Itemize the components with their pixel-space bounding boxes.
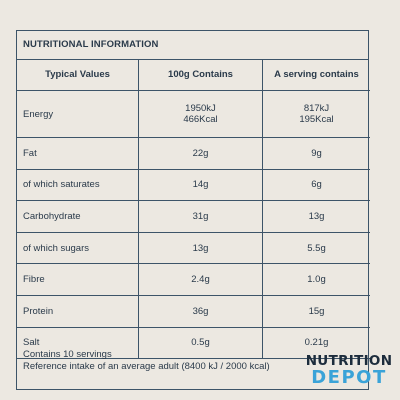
servings-note: Contains 10 servings	[23, 349, 112, 360]
energy-per100g: 1950kJ 466Kcal	[138, 90, 263, 138]
nutrition-table: Typical Values 100g Contains A serving c…	[17, 59, 370, 360]
table-row: Carbohydrate 31g 13g	[17, 200, 370, 233]
table-row-energy: Energy 1950kJ 466Kcal 817kJ 195Kcal	[17, 90, 370, 138]
row-serving: 5.5g	[262, 232, 370, 265]
table-row: of which sugars 13g 5.5g	[17, 232, 370, 265]
table-header-row: Typical Values 100g Contains A serving c…	[17, 59, 370, 91]
row-label: Fibre	[17, 263, 139, 296]
table-row: Protein 36g 15g	[17, 295, 370, 328]
row-per100g: 13g	[138, 232, 263, 265]
row-label: Carbohydrate	[17, 200, 139, 233]
row-per100g: 31g	[138, 200, 263, 233]
logo-line-2: DEPOT	[311, 367, 387, 388]
row-per100g: 14g	[138, 169, 263, 202]
row-label: Protein	[17, 295, 139, 328]
row-serving: 1.0g	[262, 263, 370, 296]
row-per100g: 36g	[138, 295, 263, 328]
energy-serving: 817kJ 195Kcal	[262, 90, 370, 138]
nutrition-panel: NUTRITIONAL INFORMATION Typical Values 1…	[16, 30, 370, 390]
row-per100g: 22g	[138, 137, 263, 170]
row-serving: 13g	[262, 200, 370, 233]
row-serving: 9g	[262, 137, 370, 170]
table-row: of which saturates 14g 6g	[17, 169, 370, 202]
energy-serving-kj: 817kJ	[303, 103, 330, 114]
energy-per100g-kcal: 466Kcal	[183, 114, 218, 125]
nutrition-depot-logo: NUTRITION DEPOT	[304, 354, 394, 394]
row-serving: 6g	[262, 169, 370, 202]
panel-title: NUTRITIONAL INFORMATION	[17, 31, 368, 60]
row-per100g: 2.4g	[138, 263, 263, 296]
header-typical-values: Typical Values	[17, 59, 139, 91]
row-serving: 15g	[262, 295, 370, 328]
row-label: Energy	[17, 90, 139, 138]
reference-intake-note: Reference intake of an average adult (84…	[23, 361, 270, 372]
row-label: of which saturates	[17, 169, 139, 202]
row-label: of which sugars	[17, 232, 139, 265]
table-row: Fibre 2.4g 1.0g	[17, 263, 370, 296]
energy-per100g-kj: 1950kJ	[185, 103, 216, 114]
row-label: Fat	[17, 137, 139, 170]
panel-footer: Contains 10 servings Reference intake of…	[23, 349, 270, 373]
header-serving: A serving contains	[262, 59, 370, 91]
table-row: Fat 22g 9g	[17, 137, 370, 170]
header-100g: 100g Contains	[138, 59, 263, 91]
row-serving: 0.21g	[262, 327, 370, 360]
table-row: Salt 0.5g 0.21g	[17, 327, 370, 360]
logo-line-1: NUTRITION	[305, 353, 393, 369]
energy-serving-kcal: 195Kcal	[299, 114, 334, 125]
row-per100g: 0.5g	[138, 327, 263, 360]
row-label: Salt	[17, 327, 139, 360]
